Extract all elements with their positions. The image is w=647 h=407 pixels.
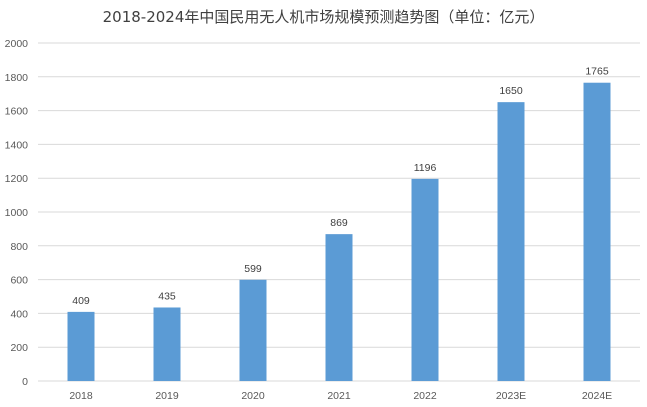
y-tick-label: 1200 xyxy=(5,173,29,185)
bar-2021 xyxy=(325,234,353,381)
y-tick-label: 2000 xyxy=(5,38,29,50)
y-tick-label: 400 xyxy=(10,308,28,320)
y-tick-label: 200 xyxy=(10,342,28,354)
data-label-2023E: 1650 xyxy=(499,85,523,97)
x-tick-label-2019: 2019 xyxy=(155,390,179,402)
data-labels: 409 435 599 869 1196 1650 1765 xyxy=(72,66,609,307)
bar-2023E xyxy=(497,102,525,382)
x-tick-label-2024E: 2024E xyxy=(582,390,612,402)
y-tick-label: 1600 xyxy=(5,106,29,118)
data-label-2021: 869 xyxy=(330,217,348,229)
data-label-2018: 409 xyxy=(72,295,90,307)
y-axis-ticks: 0 200 400 600 800 1000 1200 1400 1600 1800 2000 xyxy=(5,38,29,388)
bar-2022 xyxy=(411,178,439,381)
x-tick-label-2022: 2022 xyxy=(413,390,437,402)
bar-2020 xyxy=(239,279,267,381)
bar-2018 xyxy=(67,311,95,381)
x-tick-label-2018: 2018 xyxy=(69,390,93,402)
x-axis-ticks: 2018 2019 2020 2021 2022 2023E 2024E xyxy=(69,390,612,402)
x-tick-label-2023E: 2023E xyxy=(496,390,526,402)
bar-2024E xyxy=(583,82,611,381)
x-tick-label-2020: 2020 xyxy=(241,390,265,402)
y-tick-label: 1400 xyxy=(5,139,29,151)
y-tick-label: 1800 xyxy=(5,72,29,84)
chart-title: 2018-2024年中国民用无人机市场规模预测趋势图（单位：亿元） xyxy=(102,8,545,26)
bar-2019 xyxy=(153,307,181,381)
y-tick-label: 0 xyxy=(22,376,28,388)
data-label-2022: 1196 xyxy=(414,162,437,174)
y-tick-label: 800 xyxy=(10,241,28,253)
data-label-2019: 435 xyxy=(158,290,176,302)
y-tick-label: 600 xyxy=(10,275,28,287)
bars xyxy=(67,82,611,382)
x-tick-label-2021: 2021 xyxy=(327,390,351,402)
data-label-2024E: 1765 xyxy=(585,66,609,78)
data-label-2020: 599 xyxy=(244,263,262,275)
y-tick-label: 1000 xyxy=(5,207,29,219)
